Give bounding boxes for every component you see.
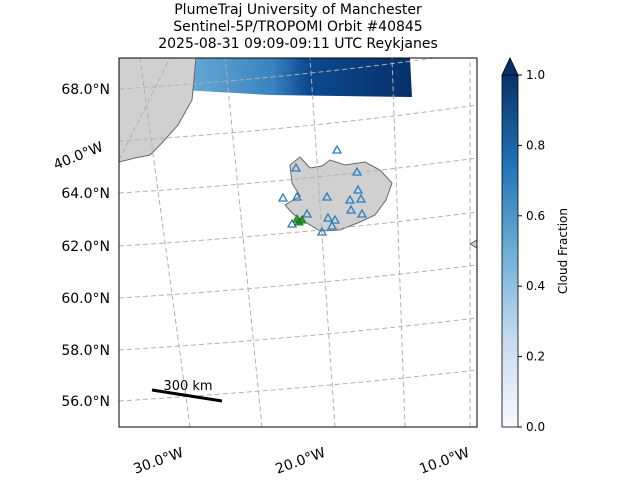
lon-label: 40.0°W: [51, 139, 105, 173]
lat-label: 56.0°N: [61, 394, 110, 410]
lat-label: 68.0°N: [61, 82, 110, 98]
map-area: 300 km: [119, 58, 477, 427]
scale-bar: [151, 388, 223, 403]
land-edge: [468, 239, 477, 249]
lon-label: 30.0°W: [131, 445, 185, 478]
map-frame: [118, 57, 478, 428]
lat-label: 62.0°N: [61, 239, 110, 255]
graticule: [119, 211, 477, 247]
greenland: [119, 58, 197, 163]
active-vent-markers: [292, 213, 307, 226]
graticule: [139, 58, 191, 427]
graticule: [119, 157, 477, 194]
graticule: [309, 58, 336, 427]
graticule: [119, 317, 477, 351]
colorbar: Cloud Fraction 0.0 0.2 0.4 0.6 0.8 1.0: [501, 57, 570, 434]
graticule: [119, 369, 477, 402]
title-line: Sentinel-5P/TROPOMI Orbit #40845: [173, 19, 422, 35]
lon-label: 20.0°W: [273, 445, 327, 478]
colorbar-extend: [501, 57, 519, 76]
colorbar-tick-label: 0.6: [526, 209, 545, 223]
colorbar-tick-label: 0.8: [526, 138, 545, 152]
lat-label: 60.0°N: [61, 291, 110, 307]
iceland: [284, 156, 393, 232]
colorbar-tick-label: 0.0: [526, 420, 545, 434]
lon-label: 10.0°W: [417, 445, 471, 478]
volcano-markers: [277, 144, 368, 236]
lat-label: 64.0°N: [61, 186, 110, 202]
colorbar-tick-label: 0.2: [526, 350, 545, 364]
colorbar-tick-label: 0.4: [526, 279, 545, 293]
graticule: [119, 58, 439, 90]
title-line: 2025-08-31 09:09-09:11 UTC Reykjanes: [158, 36, 438, 52]
lat-label: 58.0°N: [61, 343, 110, 359]
graticule: [391, 58, 406, 427]
scale-label: 300 km: [163, 379, 212, 394]
colorbar-body: [501, 74, 519, 428]
colorbar-tick-label: 1.0: [526, 68, 545, 82]
graticule: [119, 264, 477, 299]
graticule: [119, 104, 477, 142]
graticule: [224, 58, 263, 427]
cloud-swath: [180, 58, 412, 97]
graticule: [119, 58, 171, 161]
colorbar-label: Cloud Fraction: [556, 208, 570, 294]
title-line: PlumeTraj University of Manchester: [174, 2, 422, 18]
